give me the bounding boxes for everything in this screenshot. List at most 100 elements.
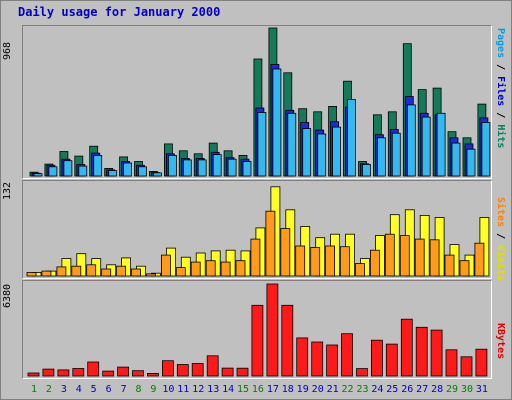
sites-bar (71, 265, 82, 277)
sites-bar (459, 260, 470, 277)
pages-bar (63, 160, 73, 177)
sites-bar (41, 270, 52, 277)
pages-bar (362, 164, 371, 177)
kbytes-bar (27, 372, 40, 377)
sites-bar (131, 268, 141, 277)
pages-bar (182, 159, 192, 177)
sites-bar (384, 233, 395, 277)
pages-bar (227, 158, 237, 177)
day-label: 2 (46, 384, 52, 395)
pages-bar (391, 132, 401, 177)
kbytes-bar (146, 372, 159, 377)
sites-bar (474, 242, 485, 277)
day-label: 29 (446, 384, 458, 395)
kbytes-bar (102, 370, 115, 377)
kbytes-bar (191, 363, 204, 377)
day-label: 16 (252, 384, 264, 395)
pages-bar (466, 148, 476, 177)
day-label: 14 (222, 384, 234, 395)
kbytes-bar (430, 329, 443, 377)
kbytes-bar (460, 356, 473, 377)
kbytes-bar (341, 333, 353, 377)
pages-bar (152, 172, 162, 177)
pages-bar (272, 68, 282, 177)
day-label: 8 (135, 384, 141, 395)
kbytes-bar (176, 364, 189, 377)
kbytes-bar (221, 367, 234, 377)
sites-bar (160, 254, 171, 277)
pages-bar (317, 133, 327, 177)
kbytes-bar (72, 368, 85, 377)
sites-bar (250, 238, 261, 277)
kbytes-bar (400, 318, 413, 377)
sites-bar (369, 249, 380, 277)
sites-bar (265, 210, 276, 277)
pages-bar (197, 159, 207, 177)
day-label: 21 (327, 384, 339, 395)
pages-bar (421, 116, 431, 177)
pages-bar (167, 154, 177, 177)
pages-bar (287, 112, 297, 177)
kbytes-bar (161, 360, 174, 377)
kbytes-bar (415, 326, 428, 377)
kbytes-bar (370, 339, 383, 377)
pages-bar (436, 112, 446, 177)
kbytes-bar (87, 361, 100, 377)
pages-bar (451, 142, 461, 177)
pages-bar (212, 154, 222, 177)
sites-bar (235, 260, 246, 277)
kbytes-bar (206, 355, 219, 377)
sites-bar (101, 268, 112, 277)
pages-bar (48, 166, 58, 177)
visits-bar (76, 253, 87, 277)
day-label: 1 (31, 384, 37, 395)
day-label: 11 (177, 384, 189, 395)
sites-bar (399, 235, 410, 277)
visits-bar (180, 256, 191, 277)
pages-bar (257, 112, 267, 177)
pages-bar (347, 99, 356, 177)
kbytes-bar (251, 304, 264, 377)
day-label: 22 (341, 384, 353, 395)
day-label: 15 (237, 384, 249, 395)
sites-bar (280, 228, 291, 277)
sites-bar (205, 260, 216, 277)
day-label: 30 (461, 384, 473, 395)
day-label: 31 (476, 384, 488, 395)
pages-bar (123, 162, 132, 177)
kbytes-bar (57, 369, 70, 377)
day-label: 27 (416, 384, 428, 395)
day-label: 9 (150, 384, 156, 395)
pages-bar (108, 170, 118, 177)
kbytes-bar (42, 368, 55, 377)
kbytes-bar (445, 349, 458, 377)
sites-bar (444, 254, 455, 277)
kbytes-bar (281, 304, 294, 377)
day-label: 20 (312, 384, 324, 395)
day-label: 12 (192, 384, 204, 395)
day-label: 10 (162, 384, 174, 395)
day-label: 6 (106, 384, 112, 395)
kbytes-bar (266, 283, 279, 377)
pages-bar (242, 161, 252, 177)
day-label: 28 (431, 384, 443, 395)
kbytes-bar (326, 344, 339, 377)
sites-bar (414, 238, 425, 277)
pages-bar (376, 137, 386, 177)
sites-bar (175, 267, 186, 277)
pages-bar (481, 122, 491, 177)
day-label: 5 (91, 384, 97, 395)
kbytes-bar (117, 366, 129, 377)
page-title: Daily usage for January 2000 (18, 5, 221, 19)
sites-bar (220, 261, 231, 277)
kbytes-bar (132, 370, 144, 377)
sites-bar (355, 263, 365, 277)
kbytes-bar (236, 367, 249, 377)
day-label: 24 (371, 384, 383, 395)
day-label: 23 (356, 384, 368, 395)
pages-bar (93, 154, 103, 177)
sites-bar (295, 245, 306, 277)
day-label: 19 (297, 384, 309, 395)
kbytes-bar (311, 341, 324, 377)
